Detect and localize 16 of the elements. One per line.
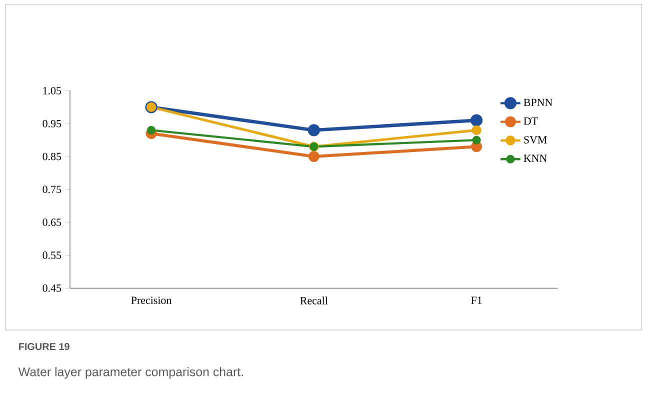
y-tick-label: 0.75	[42, 186, 62, 194]
y-tick-label: 0.85	[42, 152, 62, 160]
y-tick-label: 0.45	[42, 284, 62, 292]
y-tick-label: 0.55	[42, 252, 62, 259]
x-tick-label: F1	[471, 296, 482, 304]
legend-label: KNN	[524, 154, 547, 162]
text: FIGURE 19	[19, 343, 70, 350]
y-tick-label: 1.05	[43, 87, 62, 94]
y-tick-label: 0.65	[42, 218, 62, 226]
y-tick-label: 0.95	[42, 120, 62, 128]
text: Water layer parameter comparison chart.	[18, 367, 243, 379]
x-tick-label: Recall	[300, 296, 328, 304]
legend-label: SVM	[524, 136, 547, 144]
legend-label: BPNN	[524, 98, 552, 106]
x-tick-label: Precision	[131, 296, 172, 304]
legend-label: DT	[524, 117, 538, 125]
